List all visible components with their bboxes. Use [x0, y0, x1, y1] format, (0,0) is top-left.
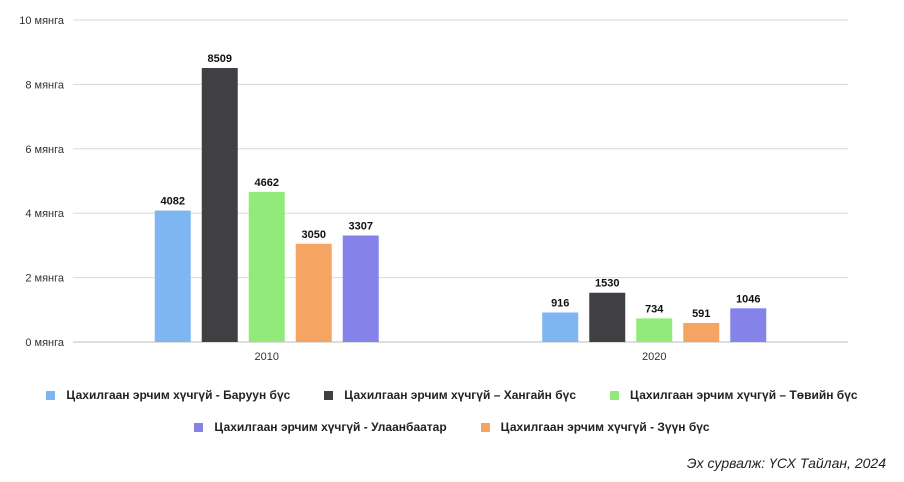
legend-item-ulaanbaatar: Цахилгаан эрчим хүчгүй - Улаанбаатар — [194, 420, 447, 434]
legend-item-tuv: Цахилгаан эрчим хүчгүй – Төвийн бүс — [610, 388, 858, 402]
legend-swatch-baruun — [46, 390, 56, 400]
bar — [342, 235, 379, 342]
legend-swatch-khangai — [324, 390, 334, 400]
x-tick-label: 2020 — [642, 351, 666, 363]
data-label: 4082 — [161, 196, 185, 208]
bar — [636, 318, 673, 342]
y-tick-label: 0 мянга — [25, 337, 65, 349]
y-tick-label: 8 мянга — [25, 79, 65, 91]
bar — [730, 308, 767, 342]
bar-chart: 0 мянга 2 мянга 4 мянга 6 мянга 8 мянга 10 мя… — [19, 15, 848, 363]
data-label: 1046 — [736, 293, 760, 305]
data-label: 3050 — [302, 229, 326, 241]
data-label: 1530 — [595, 278, 619, 290]
bar — [295, 243, 332, 342]
bar — [542, 312, 579, 342]
y-tick-label: 4 мянга — [25, 208, 65, 220]
legend-label-tuv: Цахилгаан эрчим хүчгүй – Төвийн бүс — [630, 388, 858, 402]
legend-label-ulaanbaatar: Цахилгаан эрчим хүчгүй - Улаанбаатар — [214, 420, 447, 434]
bar — [201, 68, 238, 343]
bar — [683, 322, 720, 342]
data-label: 3307 — [349, 221, 373, 233]
legend-label-khangai: Цахилгаан эрчим хүчгүй – Хангайн бүс — [344, 388, 577, 402]
data-label: 591 — [692, 308, 710, 320]
y-tick-label: 10 мянга — [19, 15, 65, 27]
legend-swatch-ulaanbaatar — [194, 422, 204, 432]
legend-label-zuun: Цахилгаан эрчим хүчгүй - Зүүн бүс — [500, 420, 710, 434]
source-note: Эх сурвалж: ҮСХ Тайлан, 2024 — [686, 455, 886, 471]
x-tick-label: 2010 — [255, 351, 279, 363]
legend-swatch-tuv — [610, 390, 620, 400]
data-label: 734 — [645, 303, 664, 315]
legend-row-2: Цахилгаан эрчим хүчгүй - Улаанбаатар Цах… — [0, 420, 904, 434]
data-label: 4662 — [255, 177, 279, 189]
legend-row-1: Цахилгаан эрчим хүчгүй - Баруун бүс Цахи… — [0, 388, 904, 402]
legend-label-baruun: Цахилгаан эрчим хүчгүй - Баруун бүс — [66, 388, 291, 402]
legend-item-zuun: Цахилгаан эрчим хүчгүй - Зүүн бүс — [480, 420, 710, 434]
bar — [589, 292, 626, 342]
y-tick-label: 6 мянга — [25, 144, 65, 156]
bar — [248, 191, 285, 342]
data-label: 916 — [551, 298, 569, 310]
bar — [154, 210, 191, 342]
y-tick-label: 2 мянга — [25, 273, 65, 285]
legend-item-khangai: Цахилгаан эрчим хүчгүй – Хангайн бүс — [324, 388, 576, 402]
legend-item-baruun: Цахилгаан эрчим хүчгүй - Баруун бүс — [46, 388, 290, 402]
legend-swatch-zuun — [480, 422, 490, 432]
data-label: 8509 — [208, 53, 232, 65]
